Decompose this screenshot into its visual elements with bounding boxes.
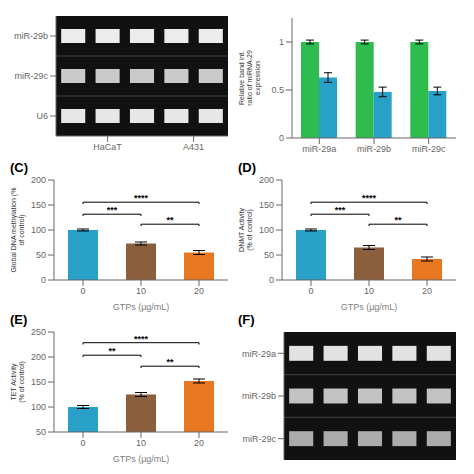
svg-text:****: **** <box>362 193 377 203</box>
svg-text:DNMT Activity(% of control): DNMT Activity(% of control) <box>238 208 254 252</box>
svg-text:10: 10 <box>136 438 146 448</box>
svg-text:1: 1 <box>279 37 284 47</box>
svg-text:miR-29c: miR-29c <box>242 434 276 444</box>
svg-text:miR-29b: miR-29b <box>242 391 276 401</box>
svg-text:GTPs (µg/mL): GTPs (µg/mL) <box>113 454 170 464</box>
svg-text:150: 150 <box>259 200 274 210</box>
svg-text:200: 200 <box>259 175 274 185</box>
svg-text:A431: A431 <box>183 142 204 152</box>
svg-text:0.5: 0.5 <box>271 85 284 95</box>
svg-text:200: 200 <box>31 352 46 362</box>
svg-text:Global DNA methylation (%of co: Global DNA methylation (%of control) <box>10 188 26 273</box>
svg-text:U6: U6 <box>36 111 48 121</box>
svg-text:GTPs (µg/mL): GTPs (µg/mL) <box>341 302 398 312</box>
svg-text:Relative band int.ratio of miR: Relative band int.ratio of miRNA-29expre… <box>238 50 262 106</box>
svg-text:250: 250 <box>31 327 46 337</box>
svg-text:0: 0 <box>269 275 274 285</box>
svg-text:10: 10 <box>136 286 146 296</box>
svg-text:50: 50 <box>264 250 274 260</box>
svg-text:miR-29a: miR-29a <box>302 144 336 154</box>
svg-text:**: ** <box>108 346 116 356</box>
svg-text:***: *** <box>107 205 118 215</box>
svg-text:150: 150 <box>31 200 46 210</box>
svg-text:**: ** <box>166 357 174 367</box>
svg-text:miR-29b: miR-29b <box>357 144 391 154</box>
svg-text:***: *** <box>335 205 346 215</box>
svg-text:10: 10 <box>364 286 374 296</box>
svg-text:miR-29c: miR-29c <box>412 144 446 154</box>
svg-text:100: 100 <box>259 225 274 235</box>
svg-text:miR-29b: miR-29b <box>14 31 48 41</box>
svg-text:0: 0 <box>279 133 284 143</box>
svg-text:20: 20 <box>422 286 432 296</box>
svg-text:HaCaT: HaCaT <box>93 142 122 152</box>
html-text:(F): (F) <box>238 312 255 327</box>
svg-text:50: 50 <box>36 250 46 260</box>
html-text:(E): (E) <box>10 312 28 327</box>
svg-text:0: 0 <box>308 286 313 296</box>
svg-text:20: 20 <box>194 438 204 448</box>
svg-text:200: 200 <box>31 175 46 185</box>
html-text:(D): (D) <box>238 160 256 175</box>
svg-text:0: 0 <box>80 438 85 448</box>
svg-text:**: ** <box>166 215 174 225</box>
svg-text:0: 0 <box>80 286 85 296</box>
svg-text:miR-29a: miR-29a <box>242 349 276 359</box>
svg-text:TET Activity(% of control): TET Activity(% of control) <box>10 361 26 403</box>
svg-text:20: 20 <box>194 286 204 296</box>
svg-text:**: ** <box>394 215 402 225</box>
svg-text:GTPs (µg/mL): GTPs (µg/mL) <box>113 302 170 312</box>
svg-text:50: 50 <box>36 427 46 437</box>
svg-text:miR-29c: miR-29c <box>14 71 48 81</box>
svg-text:****: **** <box>134 334 149 344</box>
svg-text:****: **** <box>134 193 149 203</box>
svg-text:100: 100 <box>31 402 46 412</box>
svg-text:0: 0 <box>41 275 46 285</box>
html-text:(C): (C) <box>10 160 28 175</box>
svg-text:150: 150 <box>31 377 46 387</box>
svg-text:100: 100 <box>31 225 46 235</box>
